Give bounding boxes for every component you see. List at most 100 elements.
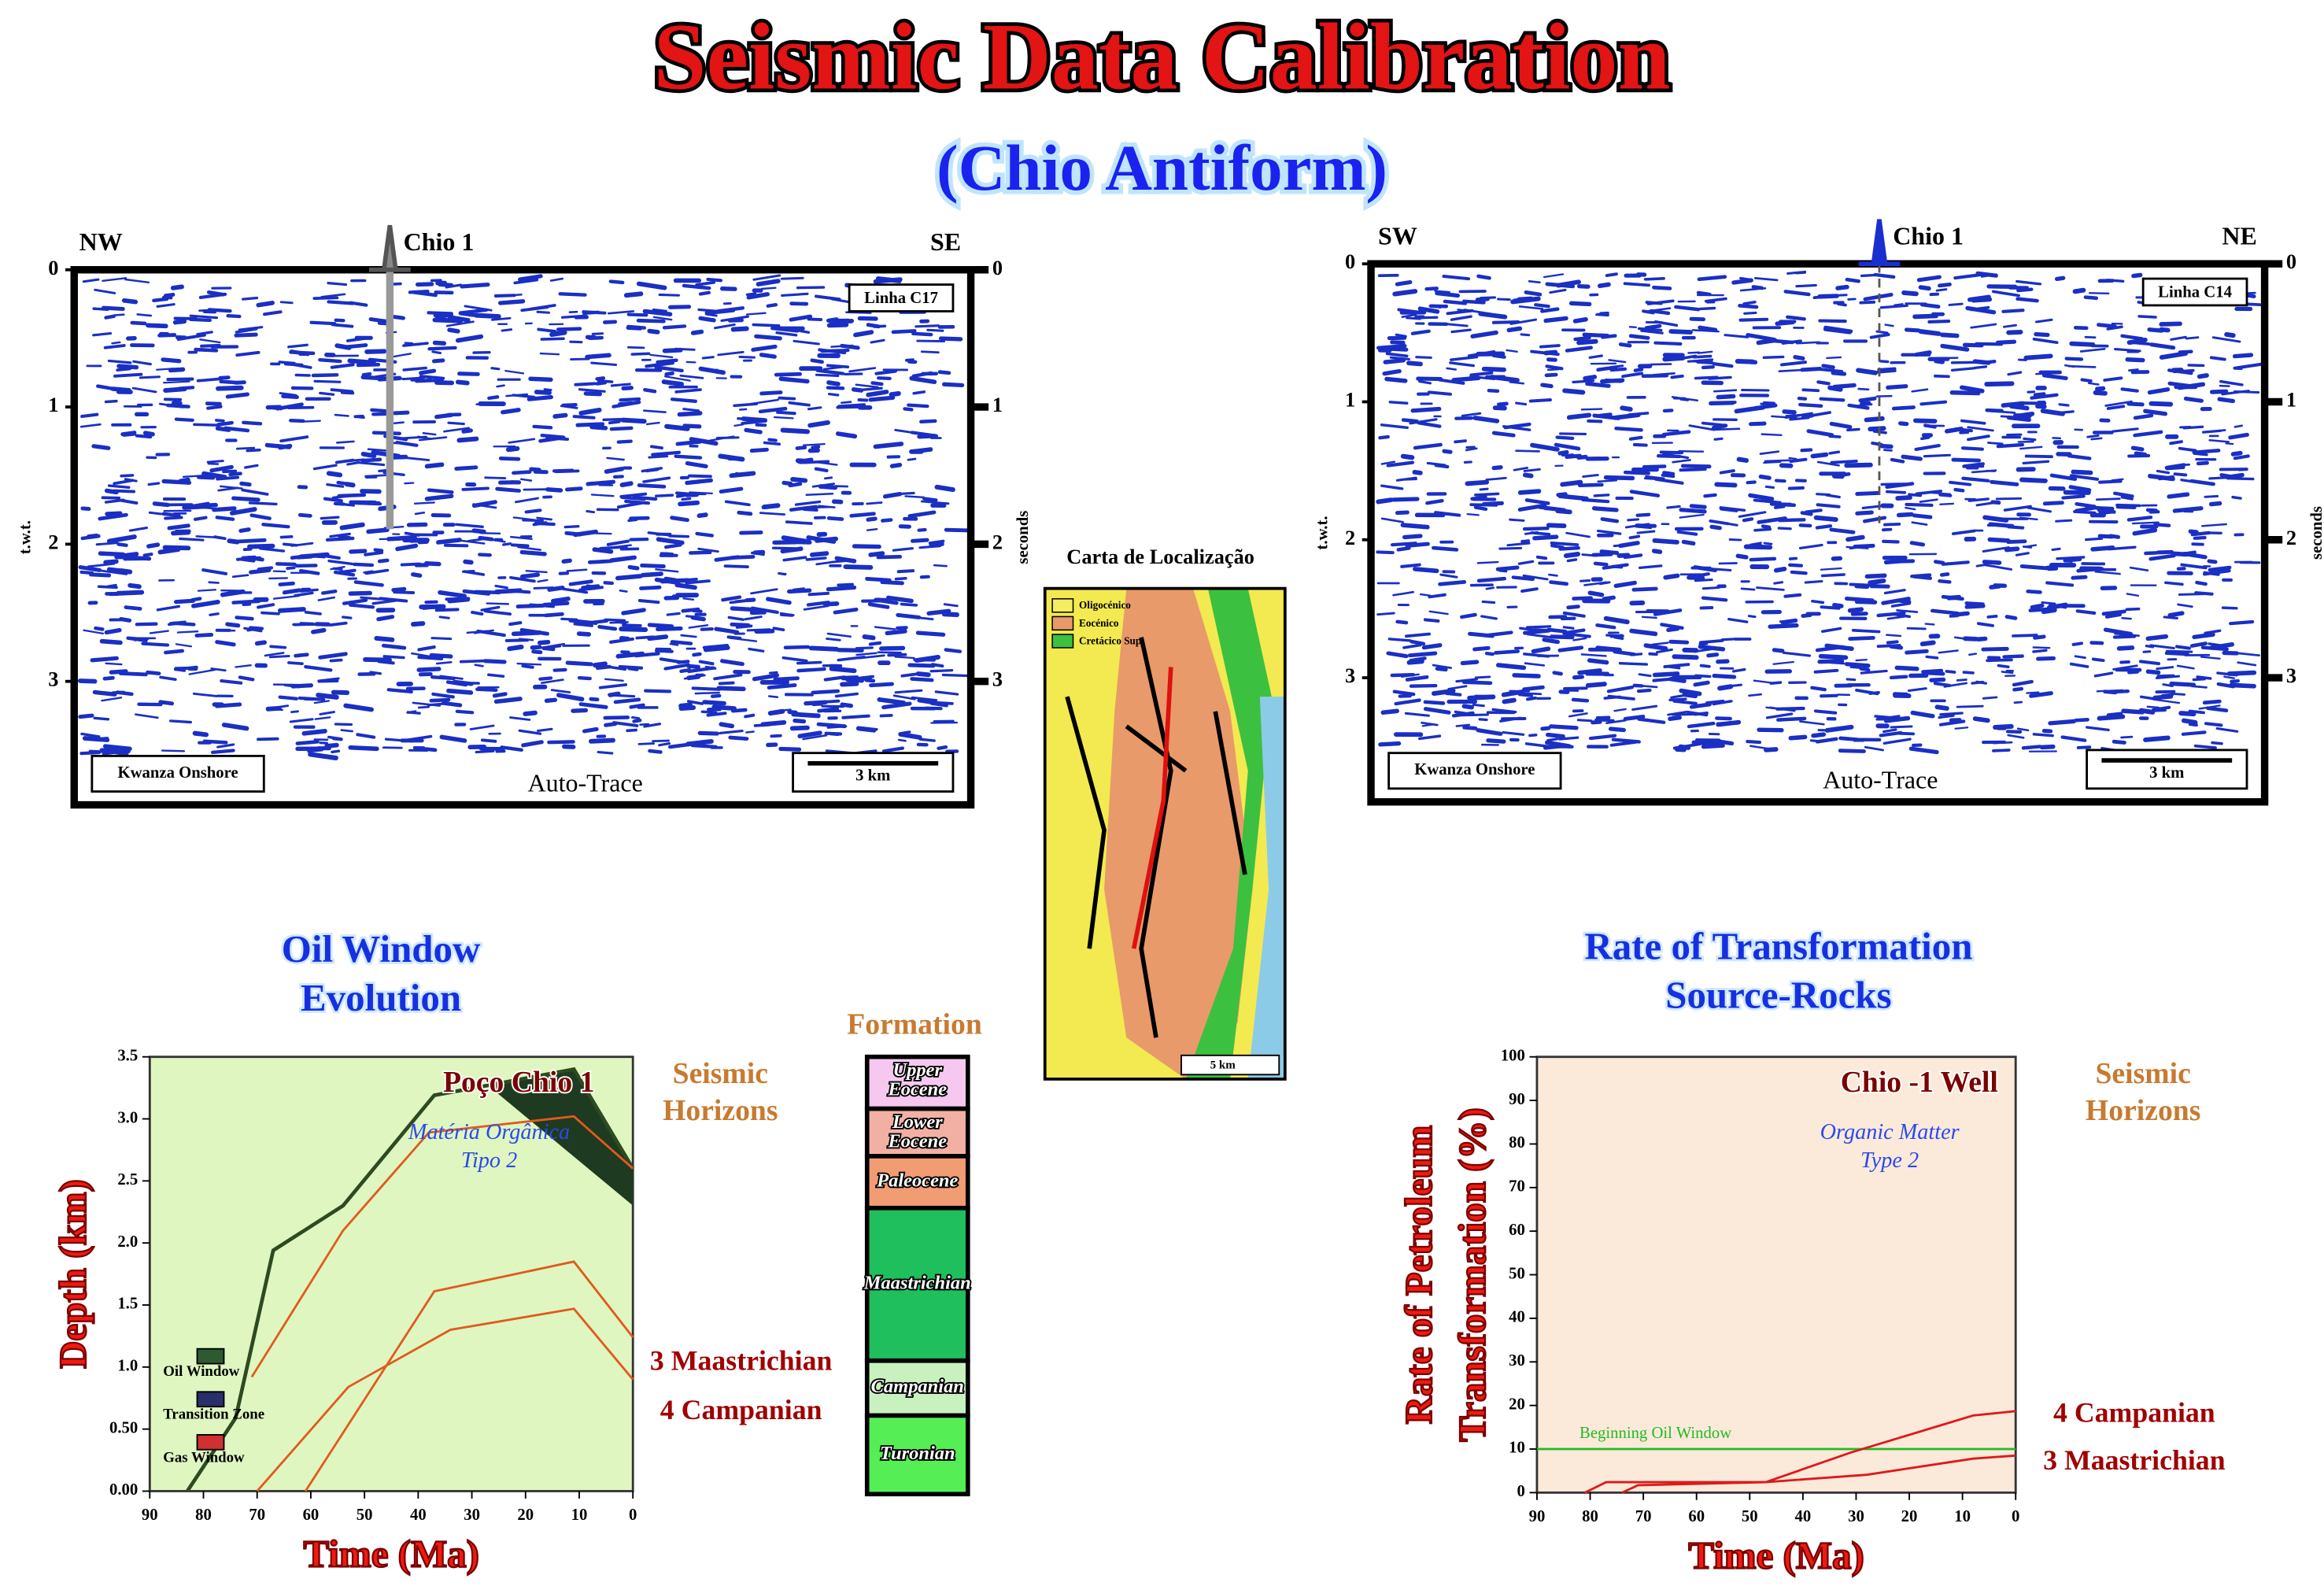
seismic-reflector [1562, 611, 1586, 618]
seismic-reflector [333, 570, 356, 577]
seismic-reflector [82, 736, 110, 742]
seismic-reflector [744, 427, 763, 434]
seismic-reflector [739, 530, 763, 535]
seismic-reflector [681, 607, 700, 613]
seismic-reflector [1461, 680, 1493, 686]
seismic-reflector [1485, 586, 1495, 590]
seismic-reflector [135, 434, 153, 439]
seismic-reflector [568, 579, 593, 586]
seismic-reflector [1467, 349, 1496, 358]
seismic-reflector [102, 744, 132, 752]
seismic-reflector [1743, 311, 1757, 315]
seismic-reflector [207, 308, 232, 313]
seismic-reflector [920, 350, 940, 354]
seismic-reflector [1890, 602, 1912, 608]
seismic-reflector [2095, 386, 2106, 391]
seismic-reflector [716, 686, 746, 692]
seismic-reflector [529, 603, 555, 608]
seismic-reflector [2045, 581, 2075, 587]
seismic-reflector [834, 692, 859, 698]
seismic-reflector [1565, 531, 1591, 538]
seismic-reflector [610, 383, 631, 387]
seismic-reflector [1687, 721, 1716, 729]
seismic-reflector [501, 328, 513, 332]
seismic-reflector [1417, 306, 1440, 314]
seismic-reflector [677, 411, 703, 417]
seismic-reflector [2112, 739, 2126, 745]
x-tick-label: 60 [1688, 1508, 1705, 1525]
processing-label: Auto-Trace [527, 768, 642, 797]
seismic-reflector [1938, 493, 1953, 497]
seismic-reflector [2021, 745, 2042, 750]
seismic-reflector [402, 342, 429, 347]
x-tick-label: 10 [571, 1507, 588, 1524]
seismic-reflector [1451, 375, 1481, 383]
seismic-reflector [2232, 353, 2254, 359]
seismic-reflector [1642, 464, 1667, 469]
seismic-reflector [696, 512, 708, 519]
seismic-reflector [2187, 364, 2205, 368]
seismic-reflector [643, 409, 667, 413]
seismic-reflector [113, 313, 125, 316]
seismic-reflector [374, 635, 395, 642]
seismic-reflector [269, 645, 287, 649]
seismic-reflector [608, 420, 621, 425]
seismic-reflector [2097, 508, 2116, 514]
seismic-reflector [1391, 497, 1420, 502]
seismic-reflector [361, 372, 372, 377]
seismic-reflector [116, 542, 128, 547]
seismic-reflector [1997, 664, 2010, 669]
seismic-reflector [1990, 500, 2001, 505]
seismic-reflector [1469, 371, 1494, 377]
seismic-reflector [2169, 681, 2197, 687]
seismic-reflector [327, 559, 354, 566]
seismic-reflector [1476, 274, 1491, 280]
seismic-reflector [767, 438, 778, 442]
x-tick-label: 80 [1582, 1508, 1598, 1525]
seismic-reflector [898, 491, 915, 495]
seismic-reflector [2202, 699, 2222, 705]
seismic-reflector [717, 306, 745, 313]
seismic-reflector [1941, 560, 1970, 566]
seismic-reflector [881, 746, 905, 753]
seismic-reflector [1749, 542, 1762, 545]
seismic-reflector [647, 328, 660, 335]
seismic-reflector [393, 590, 416, 594]
legend-label: Oil Window [163, 1363, 240, 1380]
seismic-reflector [2071, 469, 2093, 475]
seismic-reflector [156, 368, 175, 371]
y-tick-label: 70 [1509, 1178, 1525, 1196]
seismic-reflector [2153, 523, 2171, 527]
seismic-reflector [639, 585, 662, 590]
well-label: Poço Chio 1 [443, 1066, 594, 1099]
seismic-reflector [1749, 556, 1777, 562]
seismic-reflector [1499, 716, 1522, 723]
seismic-reflector [830, 344, 854, 348]
seismic-reflector [483, 659, 507, 664]
seismic-reflector [2004, 615, 2018, 620]
seismic-reflector [679, 374, 704, 379]
seismic-reflector [518, 729, 542, 735]
seismic-reflector [1641, 616, 1657, 619]
seismic-reflector [609, 637, 634, 644]
seismic-reflector [263, 310, 283, 316]
seismic-reflector [297, 512, 312, 518]
seismic-reflector [637, 599, 660, 604]
seismic-reflector [1704, 297, 1727, 303]
main-title: Seismic Data Calibration [653, 5, 1670, 109]
seismic-reflector [2086, 726, 2110, 732]
seismic-reflector [2188, 709, 2205, 715]
seismic-reflector [1447, 685, 1468, 690]
seismic-reflector [1896, 512, 1914, 518]
seismic-reflector [2006, 330, 2023, 335]
seismic-reflector [1906, 627, 1927, 630]
seismic-reflector [209, 612, 220, 616]
seismic-reflector [674, 582, 697, 590]
seismic-reflector [417, 645, 436, 652]
seismic-reflector [248, 501, 278, 506]
tick-label: 1 [48, 394, 58, 416]
seismic-reflector [609, 555, 637, 563]
seismic-reflector [739, 408, 748, 411]
y-tick-label: 0 [1517, 1483, 1525, 1500]
seismic-reflector [501, 408, 521, 415]
